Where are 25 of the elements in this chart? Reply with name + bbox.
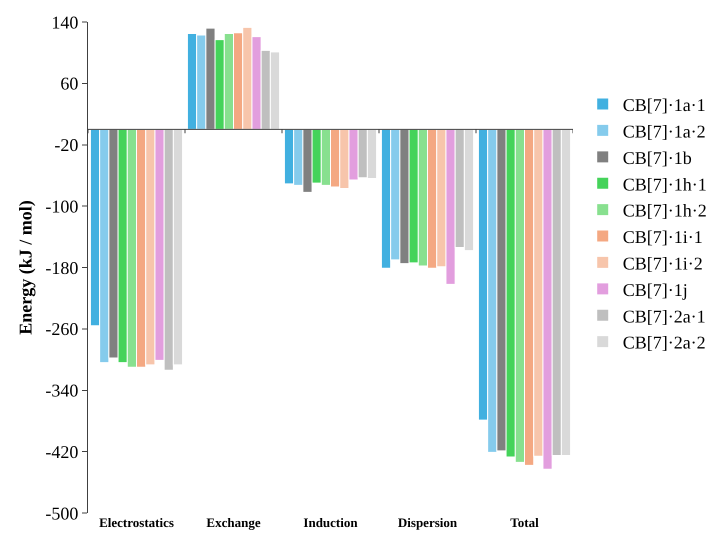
legend-label: CB[7]·1a·2 [622, 121, 706, 142]
y-tick-label: -100 [45, 196, 78, 216]
y-tick-label: -260 [45, 319, 78, 340]
y-axis-title: Energy (kJ / mol) [16, 200, 36, 335]
legend-label: CB[7]·2a·2 [622, 332, 706, 353]
x-tick-label: Total [510, 515, 540, 530]
y-tick-label: -20 [54, 135, 78, 156]
legend-label: CB[7]·1a·1 [622, 95, 706, 116]
x-tick-label: Induction [303, 515, 358, 530]
y-tick-label: -180 [45, 258, 78, 278]
x-tick-label: Exchange [206, 515, 261, 530]
legend-label: CB[7]·2a·1 [622, 306, 706, 326]
x-tick-label: Electrostatics [99, 515, 174, 530]
legend-label: CB[7]·1i·1 [622, 227, 703, 248]
legend-label: CB[7]·1h·2 [622, 200, 707, 221]
x-tick-label: Dispersion [398, 515, 458, 530]
y-tick-label: -500 [45, 503, 78, 524]
y-tick-label: 60 [60, 74, 78, 94]
legend-label: CB[7]·1j [622, 280, 688, 300]
y-tick-label: -340 [45, 380, 78, 401]
y-tick-label: 140 [51, 12, 78, 32]
legend-label: CB[7]·1i·2 [622, 253, 703, 274]
legend-label: CB[7]·1h·1 [622, 174, 707, 194]
y-tick-label: -420 [45, 442, 78, 462]
legend-label: CB[7]·1b [622, 148, 692, 168]
